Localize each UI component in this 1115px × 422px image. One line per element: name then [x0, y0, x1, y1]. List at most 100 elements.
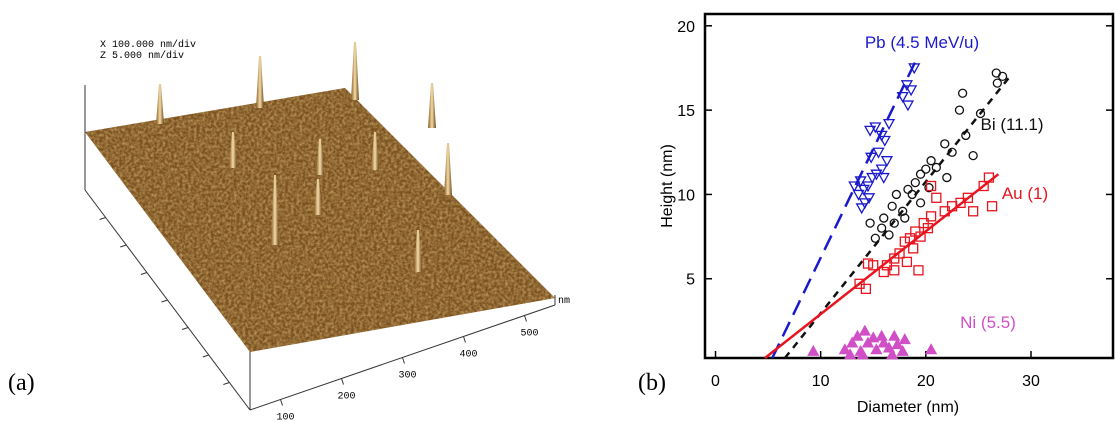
point	[855, 203, 868, 215]
point	[886, 348, 899, 360]
spike	[229, 132, 237, 168]
point	[875, 329, 888, 341]
point	[877, 172, 890, 184]
point	[869, 122, 882, 134]
tick	[202, 354, 209, 358]
series-label: Au (1)	[1002, 184, 1048, 203]
point	[908, 63, 921, 75]
axis-tick-label: 300	[398, 371, 416, 382]
point	[968, 150, 978, 161]
panel-label: (b)	[638, 370, 666, 396]
point	[878, 135, 891, 147]
y-tick-label: 20	[677, 19, 695, 36]
point	[924, 183, 934, 193]
point	[870, 343, 883, 355]
spike	[371, 132, 379, 170]
fit-line	[783, 75, 1011, 359]
x-axis-title: Diameter (nm)	[857, 399, 959, 416]
point	[888, 329, 901, 341]
afm-panel: 100 200 300 400 500 X 100.000 nm/div Z 5.000…	[8, 39, 570, 422]
scale-text: X 100.000 nm/div	[100, 39, 196, 51]
point	[870, 233, 881, 243]
point	[898, 206, 908, 216]
point	[992, 78, 1002, 88]
point	[878, 266, 889, 278]
point	[844, 348, 857, 360]
axis-tick-label: 400	[459, 350, 477, 361]
point	[925, 211, 937, 222]
tick	[161, 299, 168, 303]
spike	[314, 179, 322, 215]
point	[947, 147, 957, 157]
x-tick-label: 20	[917, 373, 935, 390]
point	[924, 343, 938, 355]
tick	[402, 357, 405, 364]
point	[889, 265, 900, 276]
spike	[444, 143, 452, 195]
point	[852, 189, 865, 201]
surface-texture	[85, 88, 555, 352]
point	[903, 184, 913, 195]
tick	[524, 315, 527, 322]
point	[922, 223, 934, 234]
axis-tick-label: 500	[520, 329, 538, 340]
point	[863, 125, 877, 137]
plot-frame	[703, 12, 1115, 360]
point	[860, 283, 872, 295]
spike	[351, 42, 359, 100]
panel-label: (a)	[8, 370, 35, 396]
point	[896, 344, 909, 356]
point	[862, 258, 874, 269]
series-label: Bi (11.1)	[981, 115, 1044, 134]
point	[900, 213, 910, 223]
point	[865, 218, 875, 228]
point	[891, 189, 902, 200]
point	[915, 198, 926, 208]
fit-line	[764, 173, 1000, 359]
x-tick-label: 0	[711, 373, 720, 390]
point	[961, 130, 971, 141]
tick	[463, 336, 466, 343]
point	[858, 324, 871, 336]
point	[838, 343, 851, 355]
axis-tick-label: 100	[276, 413, 294, 422]
fit-line	[771, 58, 918, 359]
tick	[223, 382, 230, 385]
point	[986, 201, 998, 212]
point	[967, 206, 979, 217]
axis-tick-label: 200	[337, 392, 355, 403]
point	[865, 152, 878, 164]
spike	[156, 84, 164, 124]
point	[868, 260, 879, 271]
point	[997, 71, 1008, 82]
series-label: Pb (4.5 MeV/u)	[865, 33, 979, 52]
spike	[271, 175, 279, 245]
point	[846, 336, 859, 348]
point	[877, 336, 890, 348]
point	[901, 100, 915, 112]
y-tick-label: 5	[686, 272, 695, 289]
point	[880, 156, 894, 168]
point	[915, 231, 926, 242]
point	[887, 201, 897, 211]
point	[908, 243, 919, 254]
axis-unit: nm	[558, 296, 570, 307]
point	[856, 348, 869, 360]
point	[904, 233, 916, 244]
spike	[414, 230, 422, 272]
point	[879, 213, 889, 223]
point	[940, 139, 950, 149]
point	[925, 180, 937, 192]
tick	[280, 399, 283, 406]
x-tick-label: 10	[812, 373, 830, 390]
point	[931, 162, 941, 173]
spike	[428, 83, 436, 128]
point	[807, 344, 820, 356]
point	[898, 333, 911, 345]
y-axis-title: Height (nm)	[659, 144, 676, 228]
point	[848, 181, 861, 193]
point	[889, 218, 899, 228]
point	[901, 256, 913, 268]
